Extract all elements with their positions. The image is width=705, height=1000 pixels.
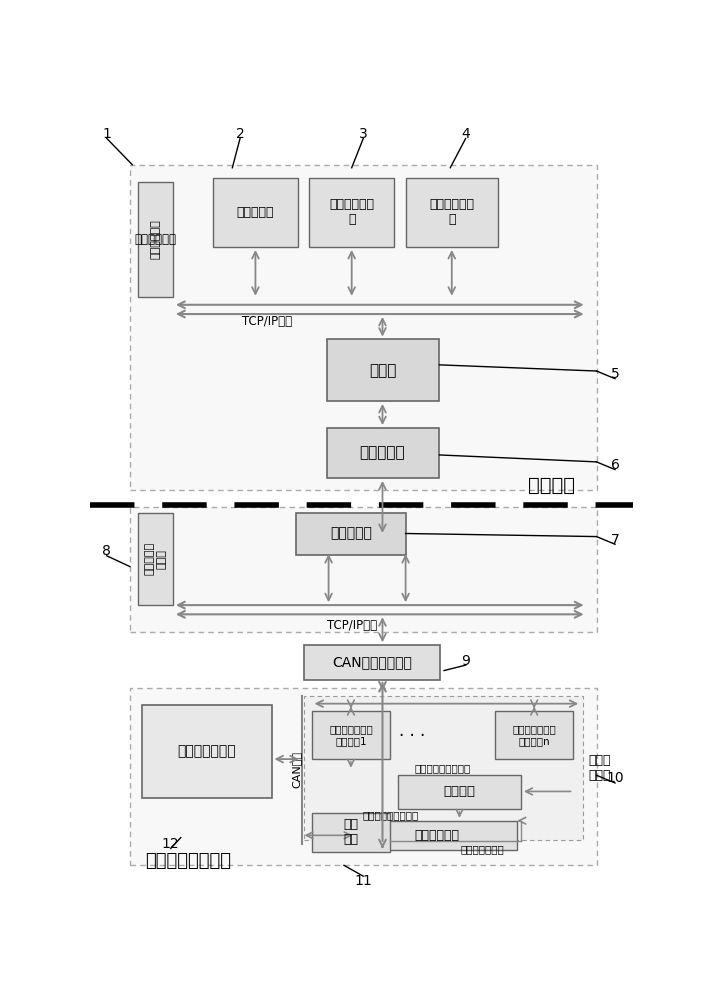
Bar [137,513,173,605]
Bar [312,711,390,759]
Text: 同步式电池数据
采集装置n: 同步式电池数据 采集装置n [513,724,556,746]
Text: 6: 6 [611,458,620,472]
Text: 同步式电池数据
采集装置1: 同步式电池数据 采集装置1 [329,724,373,746]
Text: 电池电压均衡线: 电池电压均衡线 [460,844,505,854]
Bar [130,507,596,632]
Text: 网络打印机: 网络打印机 [237,206,274,219]
Bar [130,165,596,490]
Text: 互联网交换机: 互联网交换机 [135,233,176,246]
Text: TCP/IP总线: TCP/IP总线 [326,619,376,632]
Text: TCP/IP总线: TCP/IP总线 [242,315,292,328]
Text: 1: 1 [102,127,111,141]
Text: 本地以太网
交换机: 本地以太网 交换机 [145,542,166,575]
Text: 2: 2 [235,127,245,141]
Text: 待测电池: 待测电池 [443,785,475,798]
Text: 电池电压温度采集线: 电池电压温度采集线 [362,810,418,820]
Text: · · ·: · · · [398,727,425,745]
Text: 数据采
集系统: 数据采 集系统 [589,754,611,782]
Text: 电池管理系统: 电池管理系统 [414,829,459,842]
Bar [304,696,583,840]
Text: 数据访问服务
器: 数据访问服务 器 [429,198,474,226]
Text: 监控系统: 监控系统 [528,475,575,494]
Bar [304,645,440,680]
Bar [495,711,573,759]
Bar [398,774,521,809]
Text: 监控计算机: 监控计算机 [330,526,372,540]
Bar [296,513,405,555]
Text: CAN转以太网网关: CAN转以太网网关 [332,655,412,669]
Text: CAN总线: CAN总线 [291,751,301,788]
Bar [142,705,271,798]
Bar [137,182,173,297]
Text: 电池测试维护单元: 电池测试维护单元 [145,852,231,870]
Bar [312,813,390,852]
Text: 11: 11 [355,874,372,888]
Text: 防火墙: 防火墙 [369,363,396,378]
Text: 远程调度服务
器: 远程调度服务 器 [329,198,374,226]
Bar [405,178,498,247]
Text: 电池电压温度采集线: 电池电压温度采集线 [415,763,471,773]
Text: 互联网交换机: 互联网交换机 [150,219,160,259]
Text: 均衡
装置: 均衡 装置 [343,818,358,846]
Bar [213,178,298,247]
Text: 10: 10 [606,771,624,785]
Text: 4: 4 [461,127,470,141]
Bar [327,339,439,401]
Text: 12: 12 [162,837,180,851]
Text: 7: 7 [611,533,620,547]
Text: 3: 3 [359,127,367,141]
Bar [309,178,394,247]
Text: 9: 9 [461,654,470,668]
Bar [327,428,439,478]
Text: 电池充放电设备: 电池充放电设备 [178,744,236,758]
Text: 8: 8 [102,544,111,558]
Bar [355,821,517,850]
Bar [130,688,596,865]
Text: 数据服务器: 数据服务器 [360,445,405,460]
Text: 5: 5 [611,367,620,381]
